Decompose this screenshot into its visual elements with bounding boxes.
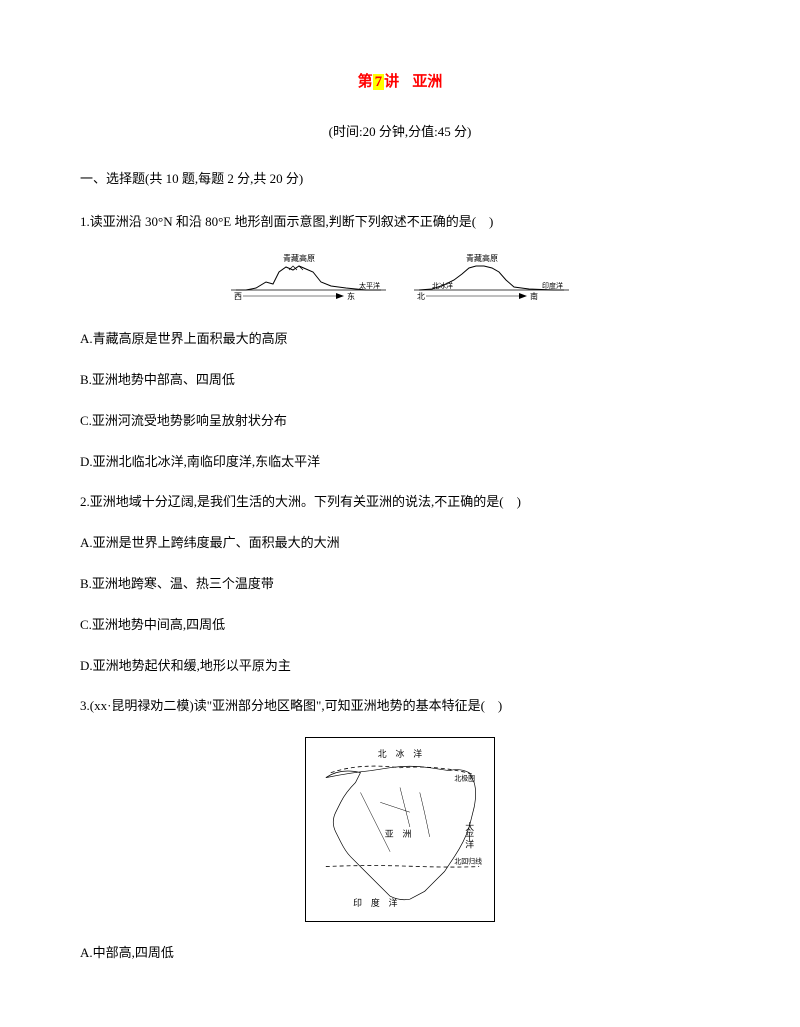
q1-option-d: D.亚洲北临北冰洋,南临印度洋,东临太平洋 <box>80 452 720 473</box>
title-prefix: 第 <box>358 74 373 90</box>
q2-option-a: A.亚洲是世界上跨纬度最广、面积最大的大洲 <box>80 533 720 554</box>
q1-option-a: A.青藏高原是世界上面积最大的高原 <box>80 329 720 350</box>
map-asia-label: 亚 洲 <box>385 829 412 839</box>
q1-option-b: B.亚洲地势中部高、四周低 <box>80 370 720 391</box>
terrain-profile-diagrams: 青藏高原 西 东 太平洋 青藏高原 北 北冰洋 南 印度洋 <box>80 252 720 309</box>
title-topic: 亚洲 <box>412 74 442 90</box>
title-suffix: 讲 <box>384 74 399 90</box>
document-title: 第7讲 亚洲 <box>80 70 720 94</box>
q2-option-b: B.亚洲地跨寒、温、热三个温度带 <box>80 574 720 595</box>
q3-option-a: A.中部高,四周低 <box>80 943 720 964</box>
pacific-label: 太平洋 <box>359 281 380 290</box>
indian-label: 印度洋 <box>542 281 563 290</box>
map-arctic-label: 北 冰 洋 <box>378 748 422 759</box>
q1-option-c: C.亚洲河流受地势影响呈放射状分布 <box>80 411 720 432</box>
plateau-label-left: 青藏高原 <box>283 253 315 263</box>
asia-map: 北 冰 洋 北极圈 太平洋 亚 洲 北回归线 印 度 洋 <box>305 737 495 922</box>
east-label: 东 <box>347 291 355 301</box>
q2-option-d: D.亚洲地势起伏和缓,地形以平原为主 <box>80 656 720 677</box>
tropic-label: 北回归线 <box>454 857 482 866</box>
arctic-label: 北冰洋 <box>432 281 453 290</box>
map-indian-label: 印 度 洋 <box>353 897 397 908</box>
map-pacific-label: 太平洋 <box>464 821 474 850</box>
question-1-text: 1.读亚洲沿 30°N 和沿 80°E 地形剖面示意图,判断下列叙述不正确的是(… <box>80 212 720 233</box>
asia-map-container: 北 冰 洋 北极圈 太平洋 亚 洲 北回归线 印 度 洋 <box>80 737 720 923</box>
question-2-text: 2.亚洲地域十分辽阔,是我们生活的大洲。下列有关亚洲的说法,不正确的是( ) <box>80 492 720 513</box>
title-number: 7 <box>373 74 385 90</box>
q2-option-c: C.亚洲地势中间高,四周低 <box>80 615 720 636</box>
profile-diagram-80e: 青藏高原 北 北冰洋 南 印度洋 <box>414 252 569 309</box>
exam-info: (时间:20 分钟,分值:45 分) <box>80 122 720 143</box>
north-label: 北 <box>417 292 425 301</box>
question-3-text: 3.(xx·昆明禄劝二模)读"亚洲部分地区略图",可知亚洲地势的基本特征是( ) <box>80 696 720 717</box>
section-header: 一、选择题(共 10 题,每题 2 分,共 20 分) <box>80 169 720 190</box>
south-label: 南 <box>530 291 538 301</box>
west-label: 西 <box>234 292 242 301</box>
plateau-label-right: 青藏高原 <box>466 253 498 263</box>
profile-diagram-30n: 青藏高原 西 东 太平洋 <box>231 252 386 309</box>
